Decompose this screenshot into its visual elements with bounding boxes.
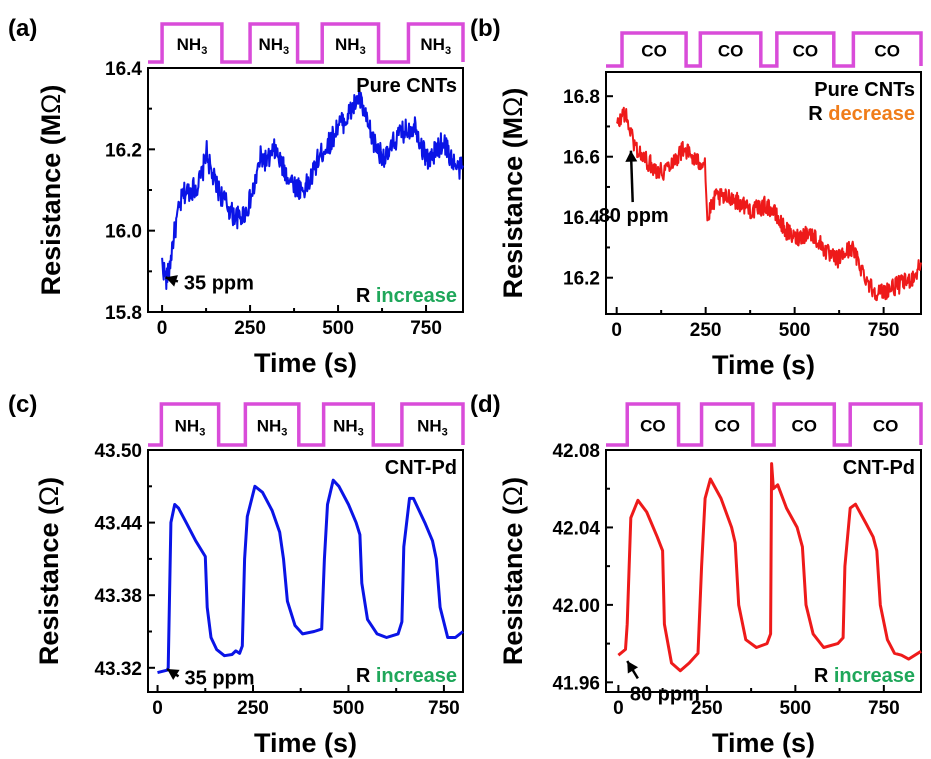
x-tick-label: 0 [157, 318, 168, 339]
gas-pulse-label: NH3 [175, 417, 206, 439]
y-tick-label: 16.2 [105, 140, 142, 161]
gas-pulse-label: NH3 [335, 35, 366, 57]
plot-frame [147, 449, 464, 693]
x-axis-title: Time (s) [712, 728, 815, 758]
annotation-arrowhead [167, 669, 180, 680]
chart-panel-b: (b) CO CO CO CO 0 250 500 750 16.2 16.4 16.6 16.8 Tim… [470, 15, 923, 380]
y-tick-label: 16.2 [563, 269, 600, 290]
x-tick-label: 250 [690, 320, 722, 341]
x-tick-label: 0 [613, 698, 624, 719]
trend-label: R increase [356, 285, 457, 307]
x-tick-label: 500 [780, 698, 812, 719]
annotation-arrowhead [165, 275, 178, 287]
panel-label: (c) [8, 391, 37, 418]
y-axis-title: Resistance (Ω) [498, 477, 528, 665]
annotation-text: 35 ppm [184, 273, 254, 295]
series-line [157, 478, 464, 675]
x-tick-label: 750 [868, 698, 900, 719]
gas-pulse-waveform [148, 402, 465, 447]
x-axis-title: Time (s) [712, 350, 815, 380]
x-axis-title: Time (s) [254, 348, 357, 378]
gas-pulse-label: CO [714, 417, 740, 436]
y-tick-label: 42.08 [552, 441, 600, 462]
gas-pulse-label: CO [793, 42, 819, 61]
y-tick-label: 42.04 [552, 518, 600, 539]
x-axis-title: Time (s) [254, 728, 357, 758]
x-tick-label: 750 [410, 318, 442, 339]
x-tick-label: 250 [237, 698, 269, 719]
y-tick-label: 43.50 [94, 441, 142, 462]
y-tick-label: 16.6 [563, 148, 600, 169]
chart-panel-d: (d) CO CO CO CO 0 250 500 750 41.96 42.00 42.04 42.0… [470, 391, 923, 758]
annotation-text: 80 ppm [599, 205, 669, 227]
plot-frame [605, 449, 922, 693]
y-tick-label: 16.0 [105, 222, 142, 243]
gas-pulse-label: CO [640, 417, 666, 436]
trend-label: R increase [814, 665, 915, 687]
gas-pulse-label: NH3 [333, 417, 364, 439]
sample-label: Pure CNTs [356, 75, 457, 97]
gas-pulse-label: CO [873, 417, 899, 436]
panel-label: (b) [470, 15, 501, 42]
x-tick-label: 500 [779, 320, 811, 341]
gas-pulse-label: CO [791, 417, 817, 436]
plot-frame [605, 71, 922, 315]
trend-label: R increase [356, 665, 457, 687]
y-tick-label: 16.4 [563, 208, 600, 229]
x-tick-label: 0 [152, 698, 163, 719]
x-tick-label: 500 [322, 318, 354, 339]
annotation-arrowhead [627, 661, 639, 674]
gas-pulse-label: NH3 [417, 417, 448, 439]
x-tick-label: 500 [333, 698, 365, 719]
x-tick-label: 250 [691, 698, 723, 719]
x-tick-label: 0 [611, 320, 622, 341]
annotation-text: 80 ppm [630, 683, 700, 705]
series-line [617, 462, 922, 673]
annotation-arrowhead [625, 150, 638, 162]
y-axis-title: Resistance (Ω) [34, 477, 64, 665]
y-tick-label: 43.38 [94, 586, 142, 607]
chart-panel-a: (a) NH3 NH3 NH3 NH3 0 250 500 750 15.8 16.0 16.2 16.… [8, 15, 465, 378]
y-tick-label: 41.96 [552, 673, 600, 694]
y-tick-label: 43.44 [94, 514, 142, 535]
panel-label: (a) [8, 15, 37, 42]
gas-pulse-waveform [606, 402, 923, 447]
y-tick-label: 43.32 [94, 659, 142, 680]
chart-panel-c: (c) NH3 NH3 NH3 NH3 0 250 500 750 43.32 43.38 43.44… [8, 391, 465, 758]
sample-label: Pure CNTs [814, 79, 915, 101]
series-line [161, 86, 464, 290]
gas-pulse-label: CO [874, 42, 900, 61]
gas-pulse-label: NH3 [420, 35, 451, 57]
sample-label: CNT-Pd [843, 457, 915, 479]
series-line [615, 106, 922, 302]
gas-pulse-label: NH3 [257, 417, 288, 439]
gas-pulse-label: CO [718, 42, 744, 61]
y-axis-title: Resistance (MΩ) [36, 85, 66, 296]
gas-pulse-waveform [148, 22, 465, 64]
gas-pulse-waveform [606, 31, 923, 68]
gas-pulse-label: NH3 [177, 35, 208, 57]
y-tick-label: 16.8 [563, 87, 600, 108]
x-tick-label: 750 [868, 320, 900, 341]
annotation-text: 35 ppm [185, 667, 255, 689]
x-tick-label: 250 [234, 318, 266, 339]
sample-label: CNT-Pd [385, 457, 457, 479]
panel-label: (d) [470, 391, 501, 418]
y-tick-label: 15.8 [105, 303, 142, 324]
trend-label: R decrease [808, 103, 915, 125]
gas-pulse-label: CO [641, 42, 667, 61]
y-tick-label: 16.4 [105, 59, 142, 80]
x-tick-label: 750 [428, 698, 460, 719]
y-tick-label: 42.00 [552, 596, 600, 617]
y-axis-title: Resistance (MΩ) [498, 88, 528, 299]
gas-pulse-label: NH3 [258, 35, 289, 57]
